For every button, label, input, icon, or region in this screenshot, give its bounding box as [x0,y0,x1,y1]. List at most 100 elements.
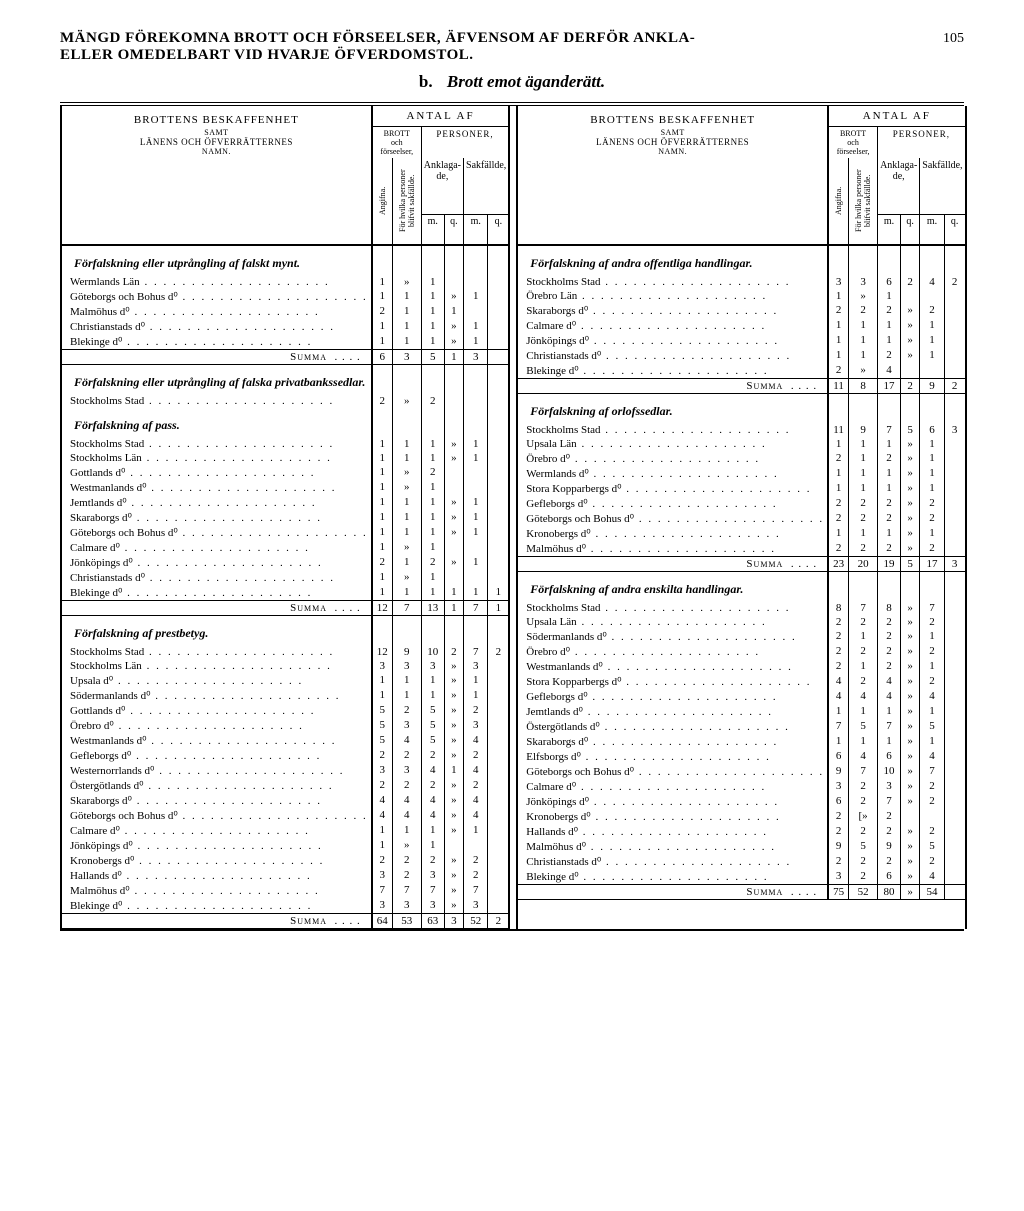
cell [944,704,964,719]
row-label: Jönköpings d⁰ [62,555,372,570]
cell: 5 [920,719,944,734]
cell [464,838,488,853]
table-row: Malmöhus d⁰ 9 5 9 » 5 [518,839,964,854]
cell: 1 [372,495,393,510]
cell: 1 [920,348,944,363]
cell: 2 [444,645,463,659]
table-row: Elfsborgs d⁰ 6 4 6 » 4 [518,749,964,764]
row-label: Malmöhus d⁰ [518,541,828,557]
cell: 1 [464,319,488,334]
cell: » [444,525,463,540]
cell: » [444,673,463,688]
cell: 2 [372,853,393,868]
cell [488,451,508,465]
cell [900,809,919,824]
cell: 1 [372,451,393,465]
cell [944,289,964,303]
cell: 2 [849,794,878,809]
cell: 2 [878,541,901,557]
cell: » [900,659,919,674]
cell: 1 [392,451,421,465]
cell: 4 [372,793,393,808]
table-row: Gottlands d⁰ 5 2 5 » 2 [62,703,508,718]
page-header: MÄNGD FÖREKOMNA BROTT OCH FÖRSEELSER, ÄF… [60,30,964,64]
cell: 3 [849,275,878,289]
table-row: Södermanlands d⁰ 1 1 1 » 1 [62,688,508,703]
cell [944,541,964,557]
cell: 1 [421,673,444,688]
cell: 5 [421,703,444,718]
cell: 2 [421,394,444,408]
cell [920,289,944,303]
cell [488,540,508,555]
row-label: Kronobergs d⁰ [518,809,828,824]
summa-row: Summa . . . . 23 20 19 5 17 3 [518,557,964,572]
cell: 2 [849,644,878,659]
cell [488,883,508,898]
cell: 1 [920,318,944,333]
cell: » [444,451,463,465]
cell: 9 [849,423,878,437]
table-row: Malmöhus d⁰ 7 7 7 » 7 [62,883,508,898]
cell: » [900,333,919,348]
cell: 1 [421,570,444,585]
cell [464,570,488,585]
cell [920,363,944,379]
group-title: Förfalskning eller utprångling af falska… [62,365,372,395]
cell: 7 [464,645,488,659]
table-row: Jönköpings d⁰ 1 1 1 » 1 [518,333,964,348]
group-title: Förfalskning eller utprångling af falskt… [62,245,372,275]
cell [944,659,964,674]
cell: 2 [828,854,849,869]
cell: 8 [828,601,849,615]
table-row: Göteborgs och Bohus d⁰ 1 1 1 » 1 [62,525,508,540]
cell: 2 [392,748,421,763]
table-row: Jemtlands d⁰ 1 1 1 » 1 [62,495,508,510]
cell: 5 [849,719,878,734]
cell: 2 [372,394,393,408]
group-title: Förfalskning af orlofssedlar. [518,394,828,424]
cell: 2 [920,674,944,689]
cell: 3 [464,718,488,733]
table-row: Örebro Län 1 » 1 [518,289,964,303]
cell: 2 [464,778,488,793]
table-row: Örebro d⁰ 2 2 2 » 2 [518,644,964,659]
cell: 1 [878,289,901,303]
cell: 1 [464,289,488,304]
cell: 11 [828,423,849,437]
row-label: Hallands d⁰ [518,824,828,839]
cell: 1 [828,526,849,541]
cell [488,793,508,808]
cell: 1 [372,570,393,585]
cell: » [900,629,919,644]
table-row: Upsala Län 1 1 1 » 1 [518,437,964,451]
row-label: Stora Kopparbergs d⁰ [518,481,828,496]
cell: » [849,289,878,303]
cell [944,839,964,854]
cell: 7 [878,719,901,734]
cell: 3 [421,898,444,914]
cell [488,437,508,451]
row-label: Örebro d⁰ [62,718,372,733]
cell: 1 [392,673,421,688]
table-row: Jönköpings d⁰ 1 » 1 [62,838,508,853]
cell: 1 [372,838,393,853]
cell: » [900,719,919,734]
cell: 2 [878,659,901,674]
cell: 2 [849,824,878,839]
summa-label: Summa . . . . [62,601,372,616]
cell [944,629,964,644]
row-label: Örebro d⁰ [518,451,828,466]
cell: 2 [878,629,901,644]
cell: 1 [828,289,849,303]
cell: 1 [392,304,421,319]
cell: » [900,749,919,764]
cell: 3 [944,423,964,437]
cell: 3 [828,779,849,794]
row-label: Södermanlands d⁰ [62,688,372,703]
cell: 2 [849,615,878,629]
cell [488,334,508,350]
cell: 2 [920,496,944,511]
cell: 1 [421,525,444,540]
cell: » [392,275,421,289]
